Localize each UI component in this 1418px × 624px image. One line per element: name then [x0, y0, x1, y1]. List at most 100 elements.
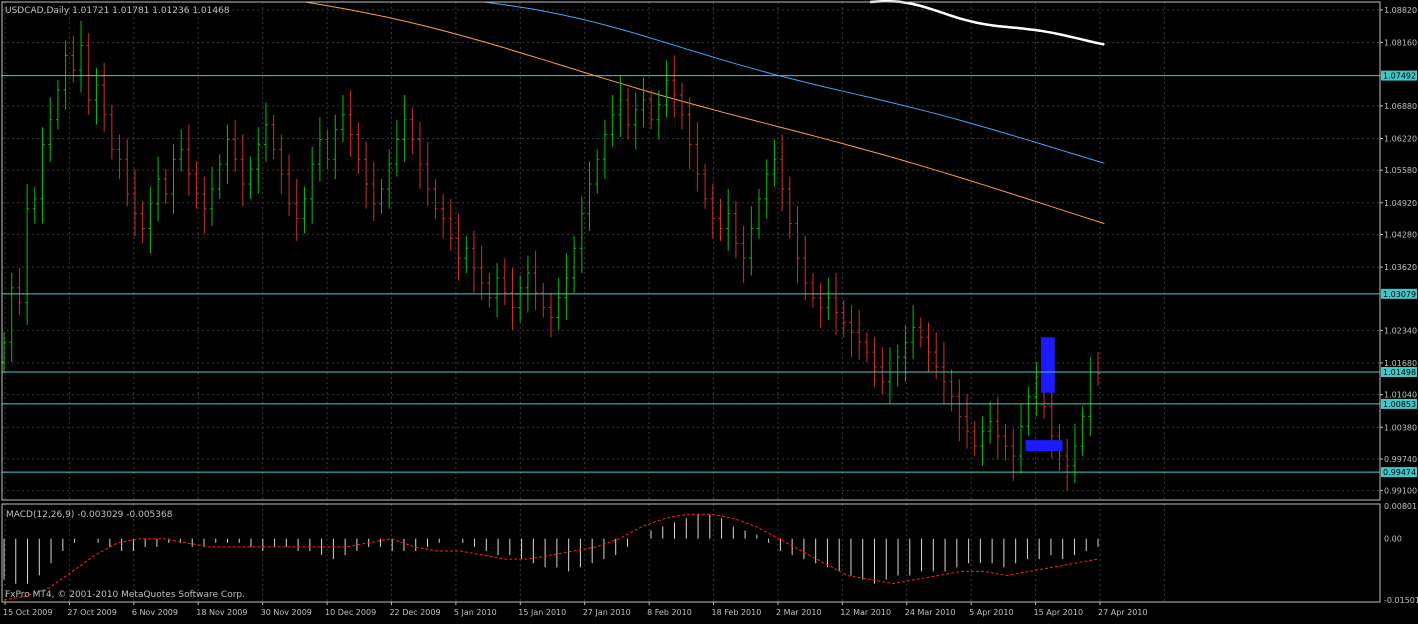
ohlc-bar — [918, 317, 923, 348]
ohlc-bar — [102, 62, 107, 133]
ohlc-bar — [256, 127, 261, 194]
date-label: 5 Jan 2010 — [454, 608, 497, 617]
price-tick-label: 1.06880 — [1384, 102, 1417, 111]
ohlc-bar — [433, 179, 438, 219]
ohlc-bar — [995, 396, 1000, 459]
ohlc-bar — [202, 176, 207, 234]
level-price-badge — [1381, 467, 1417, 478]
ohlc-bar — [418, 122, 423, 189]
ohlc-bar — [263, 102, 268, 162]
ohlc-bar — [1065, 438, 1070, 491]
ohlc-bar — [217, 154, 222, 199]
ohlc-bar — [479, 245, 484, 301]
ohlc-bar — [595, 149, 600, 194]
ohlc-bar — [826, 277, 831, 320]
macd-tick-label: 0.00 — [1384, 535, 1402, 544]
ohlc-bar — [533, 250, 538, 311]
horizontal-levels[interactable]: 1.07492 1.03079 1.01498 1.00853 0.99474 — [2, 70, 1417, 478]
ohlc-bar — [549, 292, 553, 338]
date-label: 8 Feb 2010 — [647, 608, 692, 617]
ohlc-bar — [148, 186, 153, 254]
ohlc-bar — [656, 90, 661, 140]
ohlc-bar — [163, 169, 168, 204]
ohlc-bar — [317, 117, 322, 182]
ohlc-bar — [949, 369, 954, 412]
date-label: 15 Apr 2010 — [1034, 608, 1083, 617]
ohlc-bar — [79, 20, 84, 93]
price-tick-label: 1.04920 — [1384, 199, 1417, 208]
ohlc-bar — [495, 263, 500, 318]
macd-title: MACD(12,26,9) -0.003029 -0.005368 — [6, 510, 173, 520]
date-axis: 15 Oct 2009 27 Oct 2009 6 Nov 2009 18 Nov 2… — [3, 602, 1147, 617]
date-label: 15 Oct 2009 — [3, 608, 52, 617]
ohlc-bar — [980, 416, 985, 466]
ohlc-bar — [733, 201, 738, 259]
macd-tick-label: 0.00801 — [1384, 502, 1417, 511]
ohlc-bar — [156, 156, 161, 222]
ohlc-bar — [394, 119, 399, 177]
ohlc-bar — [1080, 406, 1085, 456]
ohlc-bar — [456, 213, 461, 281]
ohlc-bar — [703, 164, 708, 209]
ohlc-bar — [764, 159, 769, 219]
ohlc-bar — [872, 337, 877, 387]
ohlc-bar — [86, 33, 91, 115]
ohlc-bar — [325, 129, 330, 170]
ohlc-bar — [911, 305, 916, 360]
ohlc-bar — [1072, 423, 1077, 484]
highlight-zones[interactable] — [1025, 337, 1063, 452]
ohlc-bar — [1026, 386, 1031, 437]
ohlc-bar — [371, 161, 376, 222]
ohlc-bar — [679, 82, 684, 130]
ohlc-bar — [518, 275, 523, 323]
highlight-zone[interactable] — [1025, 440, 1063, 452]
ohlc-bar — [710, 183, 715, 239]
ohlc-bar — [610, 94, 615, 147]
macd-subwindow — [3, 513, 1099, 601]
ohlc-bar — [448, 198, 453, 251]
ohlc-bar — [556, 277, 561, 330]
ohlc-bar — [695, 122, 700, 192]
ohlc-bar — [402, 94, 407, 162]
date-label: 12 Mar 2010 — [840, 608, 891, 617]
level-price-label: 1.00853 — [1383, 400, 1416, 409]
ohlc-bar — [387, 149, 392, 209]
price-tick-label: 1.08820 — [1384, 6, 1417, 15]
ohlc-bar — [587, 161, 592, 231]
macd-signal-line — [3, 513, 1099, 601]
ohlc-bar — [348, 90, 353, 157]
moving-average-ma_orange — [305, 1, 1105, 225]
ohlc-bar — [525, 255, 530, 313]
ohlc-bar — [186, 124, 191, 197]
level-price-label: 0.99474 — [1383, 468, 1416, 477]
ohlc-bar — [741, 226, 746, 283]
date-label: 27 Oct 2009 — [67, 608, 116, 617]
price-bars — [2, 20, 1100, 491]
highlight-zone[interactable] — [1041, 337, 1055, 393]
ohlc-bar — [210, 166, 215, 227]
ohlc-bar — [810, 273, 815, 308]
ohlc-bar — [55, 80, 60, 130]
price-tick-label: 1.08160 — [1384, 39, 1417, 48]
ohlc-bar — [302, 186, 307, 234]
ohlc-bar — [841, 300, 846, 338]
ohlc-bar — [48, 97, 53, 162]
ohlc-bar — [880, 347, 885, 395]
ohlc-bar — [641, 77, 646, 128]
ohlc-bar — [340, 94, 345, 142]
ohlc-bar — [71, 35, 76, 83]
date-label: 22 Dec 2009 — [389, 608, 440, 617]
ohlc-bar — [125, 139, 130, 207]
ohlc-bar — [109, 104, 114, 160]
level-price-label: 1.07492 — [1383, 72, 1416, 81]
price-axis: 1.08820 1.08160 1.06880 1.06220 1.05580 1.049… — [1380, 6, 1418, 605]
price-tick-label: 1.00380 — [1384, 423, 1417, 432]
ohlc-bar — [287, 154, 292, 217]
ohlc-bar — [772, 139, 777, 187]
ohlc-bar — [726, 188, 731, 251]
ohlc-bar — [233, 119, 238, 172]
ohlc-bar — [40, 127, 45, 224]
ohlc-bar — [572, 235, 577, 293]
